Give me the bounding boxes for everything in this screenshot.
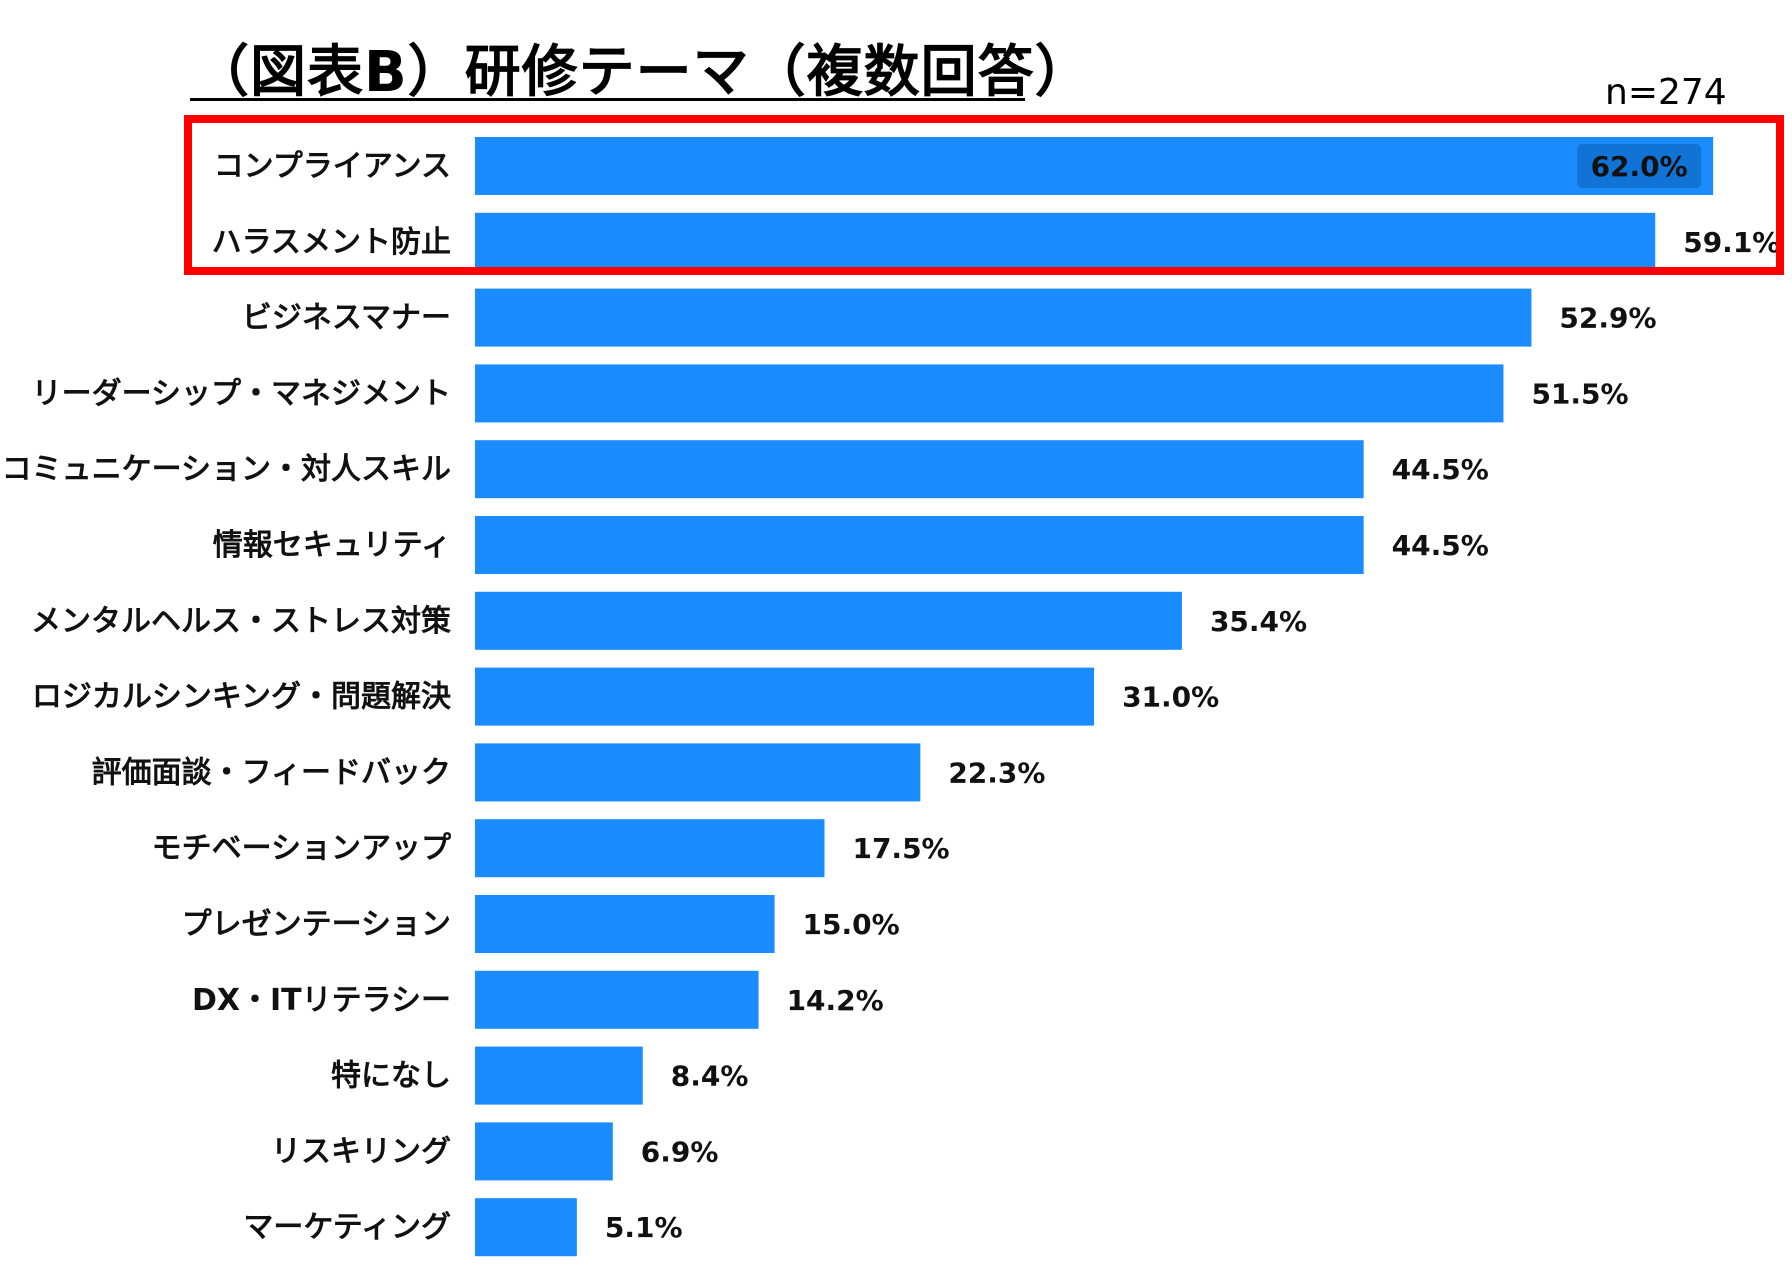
value-label-11: 15.0% (803, 908, 900, 941)
value-label-14: 6.9% (641, 1135, 719, 1168)
bar-7 (475, 591, 1182, 650)
category-label-7: メンタルヘルス・ストレス対策 (31, 604, 451, 639)
category-label-1: コンプライアンス (214, 149, 451, 184)
category-label-6: 情報セキュリティ (213, 528, 451, 563)
value-label-4: 51.5% (1531, 377, 1628, 410)
category-label-12: DX・ITリテラシー (192, 983, 451, 1018)
bar-3 (475, 288, 1532, 347)
labels-layer: コンプライアンス 62.0% ハラスメント防止 59.1% ビジネスマナー 52.9% リー… (2, 144, 1780, 1245)
bar-5 (475, 440, 1364, 499)
value-label-6: 44.5% (1392, 529, 1489, 562)
value-label-12: 14.2% (787, 984, 884, 1017)
bar-1 (475, 137, 1714, 195)
value-label-9: 22.3% (948, 756, 1045, 789)
value-label-5: 44.5% (1392, 453, 1489, 486)
value-label-3: 52.9% (1559, 302, 1656, 335)
value-label-10: 17.5% (852, 832, 949, 865)
value-label-13: 8.4% (671, 1060, 749, 1093)
inbar-value-chip (1577, 144, 1702, 188)
value-label-2: 59.1% (1683, 226, 1780, 259)
bar-4 (475, 364, 1504, 423)
bar-8 (475, 667, 1095, 726)
category-label-14: リスキリング (271, 1134, 451, 1169)
bar-6 (475, 516, 1364, 574)
chart-title: （図表B）研修テーマ（複数回答） (193, 40, 1092, 105)
category-label-13: 特になし (331, 1059, 451, 1094)
sample-size-label: n=274 (1605, 72, 1727, 113)
bar-9 (475, 743, 921, 802)
bar-15 (475, 1198, 577, 1257)
category-label-10: モチベーションアップ (152, 831, 452, 866)
category-label-5: コミュニケーション・対人スキル (2, 452, 451, 487)
bar-14 (475, 1122, 613, 1181)
category-label-8: ロジカルシンキング・問題解決 (32, 680, 452, 715)
title-underline (190, 98, 1025, 101)
category-label-4: リーダーシップ・マネジメント (32, 376, 451, 411)
value-label-8: 31.0% (1122, 681, 1219, 714)
value-label-15: 5.1% (605, 1211, 683, 1244)
category-label-2: ハラスメント防止 (212, 225, 451, 260)
category-label-15: マーケティング (243, 1210, 451, 1245)
bar-11 (475, 895, 775, 953)
bar-12 (475, 970, 759, 1029)
value-label-7: 35.4% (1210, 605, 1307, 638)
bar-2 (475, 212, 1656, 271)
bar-13 (475, 1046, 643, 1105)
highlight-box (184, 115, 1784, 275)
bars-layer (475, 137, 1714, 1257)
bar-10 (475, 819, 825, 878)
category-label-3: ビジネスマナー (242, 301, 451, 336)
category-label-11: プレゼンテーション (182, 907, 451, 942)
value-label-1: 62.0% (1591, 150, 1688, 183)
category-label-9: 評価面談・フィードバック (92, 755, 451, 790)
